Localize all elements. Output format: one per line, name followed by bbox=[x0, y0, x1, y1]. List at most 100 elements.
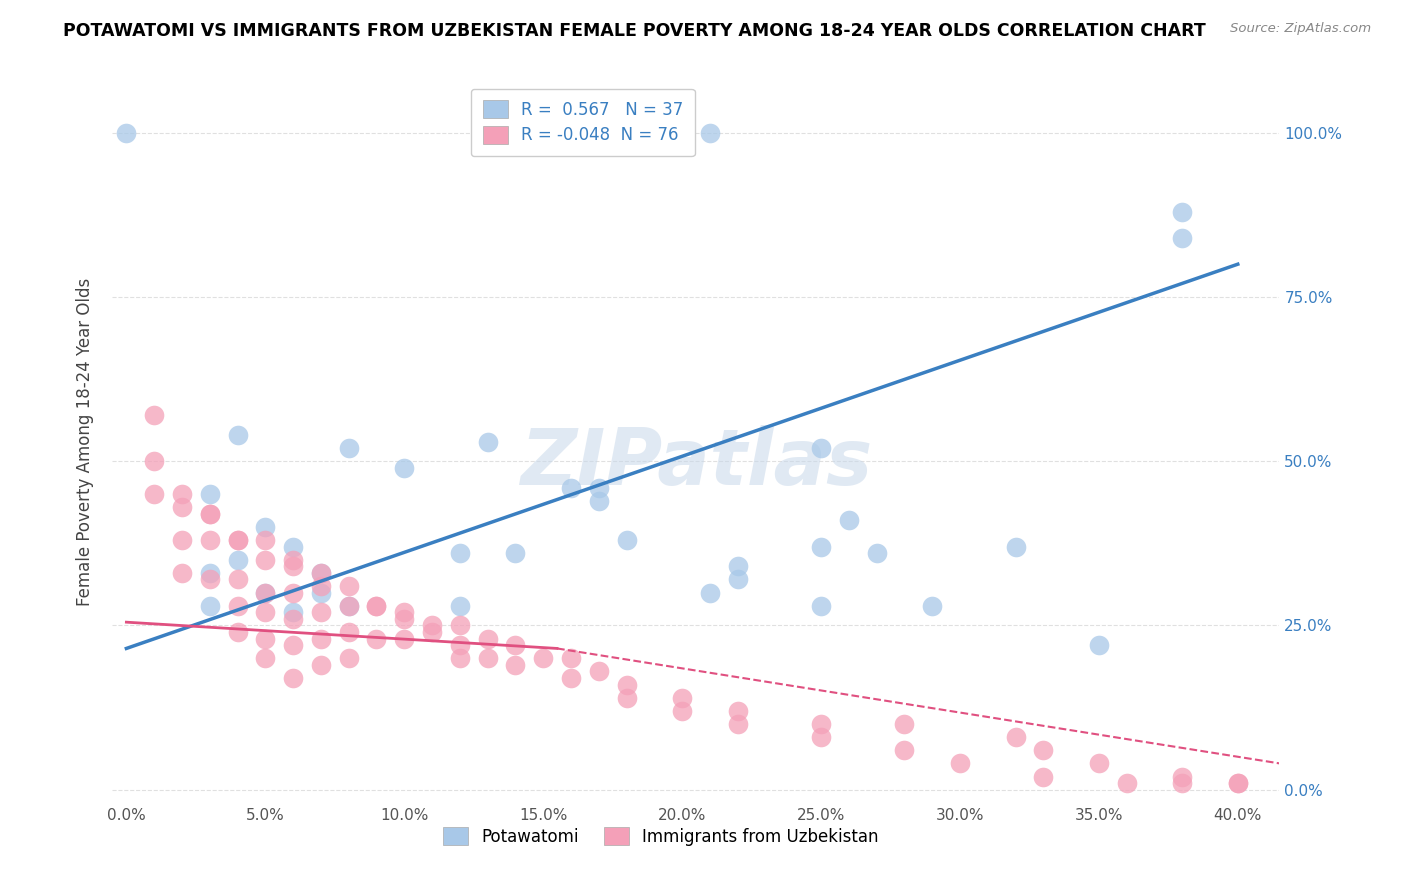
Point bbox=[198, 566, 221, 580]
Point bbox=[699, 585, 721, 599]
Point bbox=[1226, 776, 1249, 790]
Point bbox=[226, 573, 249, 587]
Point bbox=[616, 677, 638, 691]
Point bbox=[366, 599, 388, 613]
Point bbox=[1088, 638, 1111, 652]
Point bbox=[810, 540, 832, 554]
Point bbox=[616, 533, 638, 547]
Point bbox=[810, 730, 832, 744]
Point bbox=[560, 671, 582, 685]
Point bbox=[893, 743, 915, 757]
Y-axis label: Female Poverty Among 18-24 Year Olds: Female Poverty Among 18-24 Year Olds bbox=[76, 277, 94, 606]
Point bbox=[727, 559, 749, 574]
Point bbox=[727, 704, 749, 718]
Point bbox=[226, 599, 249, 613]
Point bbox=[727, 717, 749, 731]
Point bbox=[1171, 204, 1194, 219]
Point bbox=[337, 579, 360, 593]
Point bbox=[281, 540, 304, 554]
Point bbox=[337, 599, 360, 613]
Point bbox=[254, 632, 277, 646]
Point bbox=[1171, 231, 1194, 245]
Point bbox=[337, 625, 360, 640]
Point bbox=[226, 428, 249, 442]
Text: POTAWATOMI VS IMMIGRANTS FROM UZBEKISTAN FEMALE POVERTY AMONG 18-24 YEAR OLDS CO: POTAWATOMI VS IMMIGRANTS FROM UZBEKISTAN… bbox=[63, 22, 1206, 40]
Point bbox=[394, 632, 416, 646]
Point bbox=[449, 618, 471, 632]
Point bbox=[1004, 540, 1026, 554]
Text: Source: ZipAtlas.com: Source: ZipAtlas.com bbox=[1230, 22, 1371, 36]
Point bbox=[281, 585, 304, 599]
Point bbox=[309, 566, 332, 580]
Point bbox=[198, 487, 221, 501]
Point bbox=[143, 454, 166, 468]
Point bbox=[420, 625, 443, 640]
Point bbox=[198, 599, 221, 613]
Point bbox=[281, 553, 304, 567]
Point bbox=[1226, 776, 1249, 790]
Point bbox=[505, 638, 527, 652]
Point bbox=[254, 533, 277, 547]
Point bbox=[281, 559, 304, 574]
Point bbox=[588, 665, 610, 679]
Point bbox=[254, 585, 277, 599]
Point bbox=[254, 520, 277, 534]
Point bbox=[394, 612, 416, 626]
Point bbox=[449, 599, 471, 613]
Point bbox=[226, 553, 249, 567]
Point bbox=[477, 632, 499, 646]
Point bbox=[865, 546, 887, 560]
Point bbox=[505, 546, 527, 560]
Point bbox=[1088, 756, 1111, 771]
Point bbox=[170, 487, 193, 501]
Point bbox=[309, 566, 332, 580]
Point bbox=[588, 481, 610, 495]
Point bbox=[198, 507, 221, 521]
Point bbox=[254, 651, 277, 665]
Point bbox=[366, 632, 388, 646]
Point bbox=[449, 546, 471, 560]
Text: ZIPatlas: ZIPatlas bbox=[520, 425, 872, 501]
Point bbox=[1004, 730, 1026, 744]
Point bbox=[337, 599, 360, 613]
Point bbox=[309, 579, 332, 593]
Point bbox=[226, 533, 249, 547]
Point bbox=[699, 126, 721, 140]
Point bbox=[449, 638, 471, 652]
Point bbox=[1032, 770, 1054, 784]
Point bbox=[226, 625, 249, 640]
Point bbox=[394, 605, 416, 619]
Point bbox=[281, 671, 304, 685]
Point bbox=[170, 566, 193, 580]
Point bbox=[337, 441, 360, 455]
Point bbox=[420, 618, 443, 632]
Point bbox=[893, 717, 915, 731]
Point bbox=[254, 553, 277, 567]
Point bbox=[366, 599, 388, 613]
Point bbox=[309, 632, 332, 646]
Point bbox=[309, 657, 332, 672]
Point bbox=[115, 126, 138, 140]
Point bbox=[727, 573, 749, 587]
Point bbox=[281, 605, 304, 619]
Point bbox=[1171, 776, 1194, 790]
Point bbox=[477, 651, 499, 665]
Point bbox=[198, 507, 221, 521]
Point bbox=[810, 717, 832, 731]
Point bbox=[671, 690, 693, 705]
Point bbox=[281, 612, 304, 626]
Point bbox=[281, 638, 304, 652]
Point bbox=[921, 599, 943, 613]
Point bbox=[671, 704, 693, 718]
Point bbox=[143, 487, 166, 501]
Point bbox=[394, 460, 416, 475]
Point bbox=[616, 690, 638, 705]
Point bbox=[309, 605, 332, 619]
Point bbox=[588, 493, 610, 508]
Point bbox=[838, 513, 860, 527]
Point bbox=[449, 651, 471, 665]
Point bbox=[170, 500, 193, 515]
Point bbox=[337, 651, 360, 665]
Point bbox=[560, 481, 582, 495]
Point bbox=[560, 651, 582, 665]
